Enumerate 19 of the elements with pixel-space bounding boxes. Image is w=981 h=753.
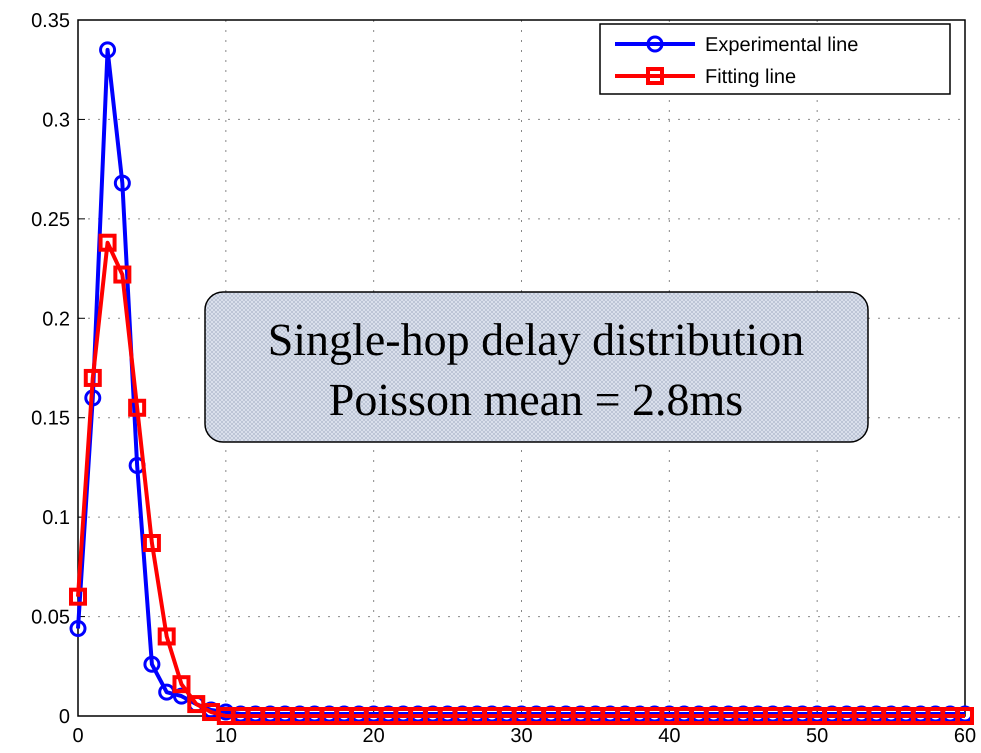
x-tick-label: 10 xyxy=(214,725,237,747)
annotation: Single-hop delay distribution xyxy=(268,314,804,365)
x-tick-label: 50 xyxy=(806,725,828,747)
y-tick-label: 0.15 xyxy=(31,408,70,430)
x-tick-label: 30 xyxy=(510,725,533,747)
x-tick-label: 60 xyxy=(954,725,976,747)
x-tick-label: 40 xyxy=(658,725,680,747)
y-tick-label: 0.1 xyxy=(42,507,70,530)
x-tick-label: 20 xyxy=(362,725,385,747)
y-tick-label: 0.35 xyxy=(31,10,70,32)
y-tick-label: 0.05 xyxy=(31,606,70,629)
annotation: Poisson mean = 2.8ms xyxy=(328,374,744,425)
y-tick-label: 0.25 xyxy=(31,208,70,231)
x-tick-label: 0 xyxy=(72,725,84,747)
legend-label: Experimental line xyxy=(705,34,858,56)
y-tick-label: 0 xyxy=(58,706,70,728)
legend-label: Fitting line xyxy=(705,66,796,88)
y-tick-label: 0.2 xyxy=(42,308,70,330)
y-tick-label: 0.3 xyxy=(42,109,70,132)
